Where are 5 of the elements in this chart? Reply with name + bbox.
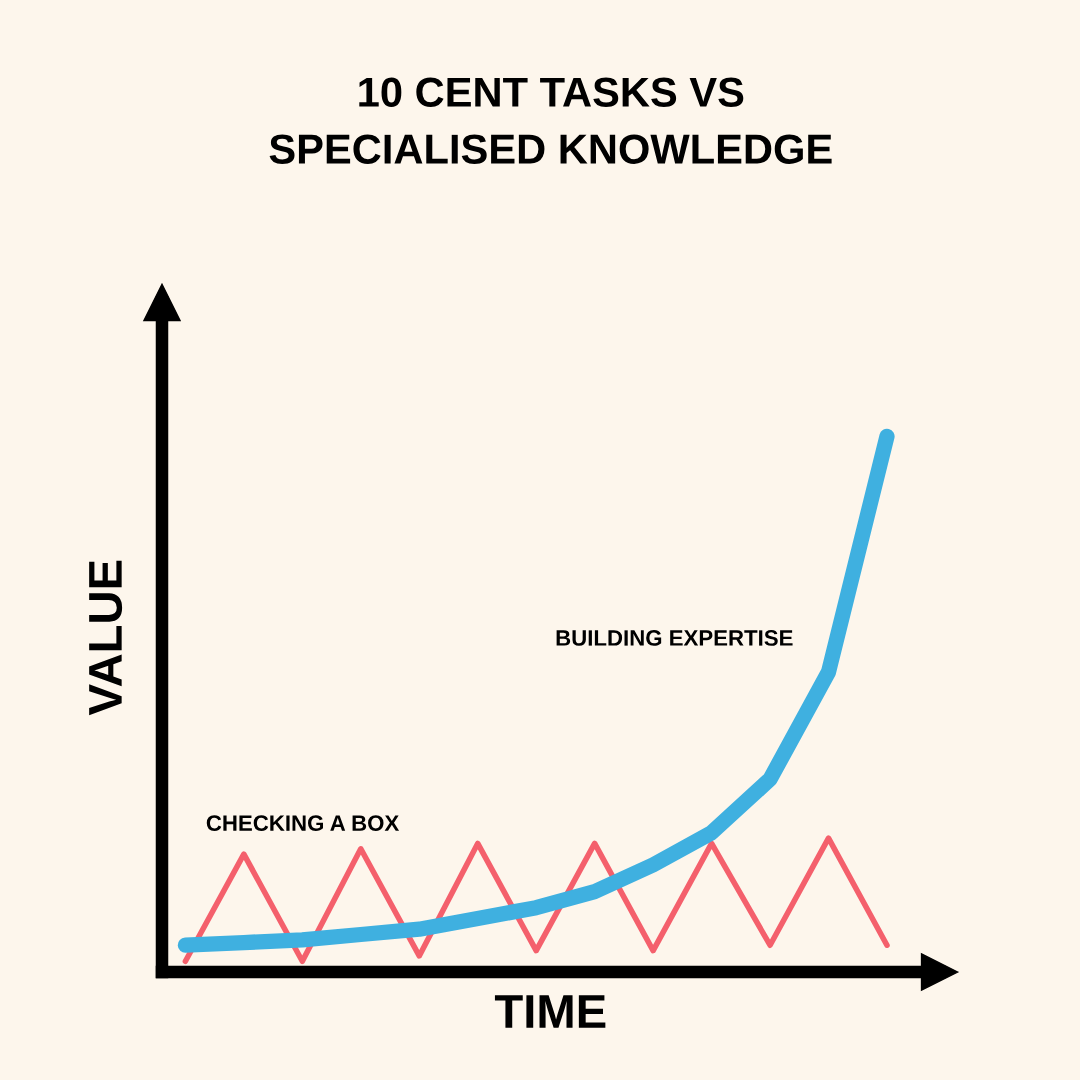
series-label: CHECKING A BOX [206,815,400,832]
chart-title: 10 CENT TASKS VS SPECIALISED KNOWLEDGE [269,77,832,164]
y-axis-title: VALUE [89,560,123,716]
series-label: BUILDING EXPERTISE [556,630,793,646]
x-axis-title: TIME [494,995,606,1028]
